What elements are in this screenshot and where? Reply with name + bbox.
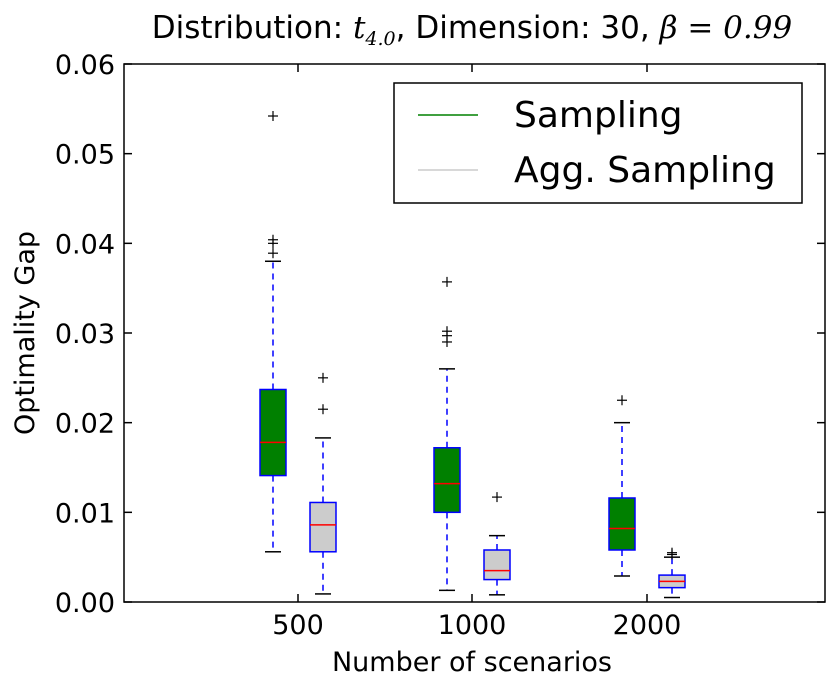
box-sampling-500 <box>259 111 287 553</box>
box-sampling-1000 <box>433 276 461 592</box>
box-agg-sampling-2000 <box>658 547 686 599</box>
outlier-marker <box>617 395 627 406</box>
chart-title: Distribution: t4.0, Dimension: 30, β = 0… <box>152 10 792 50</box>
outlier-marker <box>318 372 328 383</box>
box-iqr <box>608 497 636 551</box>
box-iqr <box>309 501 337 553</box>
outlier-marker <box>667 547 677 558</box>
box-iqr <box>483 549 511 581</box>
box-iqr <box>433 447 461 514</box>
x-tick-label: 500 <box>272 610 324 641</box>
y-axis: 0.00 0.01 0.02 0.03 0.04 0.05 0.06 <box>55 50 825 619</box>
title-prefix: Distribution: <box>152 10 353 46</box>
y-tick-label: 0.05 <box>55 140 115 171</box>
outlier-marker <box>442 276 452 287</box>
title-beta-symbol: β <box>659 10 678 46</box>
title-dist-symbol: t <box>353 10 366 46</box>
x-axis-label: Number of scenarios <box>332 647 612 678</box>
legend-label-sampling: Sampling <box>514 95 683 136</box>
outlier-marker <box>492 492 502 503</box>
outlier-marker <box>442 326 452 337</box>
y-tick-label: 0.03 <box>55 319 115 350</box>
legend: Sampling Agg. Sampling <box>393 82 803 204</box>
y-tick-label: 0.04 <box>55 229 115 260</box>
y-tick-label: 0.00 <box>55 588 115 619</box>
x-tick-label: 2000 <box>613 610 682 641</box>
outlier-marker <box>318 404 328 415</box>
y-axis-label: Optimality Gap <box>10 231 41 435</box>
y-tick-label: 0.02 <box>55 409 115 440</box>
outlier-marker <box>268 234 278 245</box>
y-tick-label: 0.06 <box>55 50 115 81</box>
legend-label-agg-sampling: Agg. Sampling <box>514 150 776 191</box>
title-dist-subscript: 4.0 <box>364 28 395 50</box>
box-plot-series <box>259 111 686 599</box>
legend-frame <box>393 82 803 204</box>
box-agg-sampling-500 <box>309 372 337 595</box>
box-iqr <box>259 388 287 477</box>
box-sampling-2000 <box>608 395 636 577</box>
title-middle: , Dimension: 30, <box>396 10 660 46</box>
outlier-marker <box>268 248 278 259</box>
y-tick-label: 0.01 <box>55 498 115 529</box>
box-agg-sampling-1000 <box>483 492 511 596</box>
x-axis: 500 1000 2000 <box>272 64 681 641</box>
x-tick-label: 1000 <box>438 610 507 641</box>
title-beta-equals: = 0.99 <box>678 10 793 46</box>
outlier-marker <box>268 111 278 122</box>
